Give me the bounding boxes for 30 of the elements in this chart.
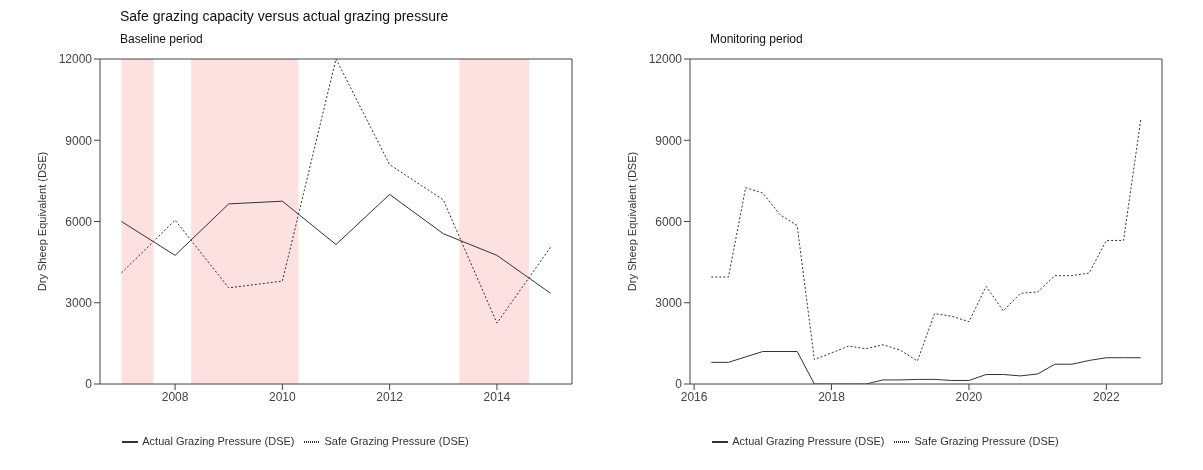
x-tick-label: 2018 — [818, 389, 846, 404]
y-axis-title: Dry Sheep Equivalent (DSE) — [625, 151, 638, 292]
y-tick-label: 9000 — [655, 133, 683, 148]
legend-label: Safe Grazing Pressure (DSE) — [324, 434, 469, 447]
line-series — [710, 119, 1142, 362]
y-tick-label: 6000 — [65, 214, 93, 229]
y-tick-label: 9000 — [65, 133, 93, 148]
x-tick-label: 2020 — [955, 389, 983, 404]
y-tick-label: 0 — [85, 377, 93, 392]
x-tick-label: 2022 — [1093, 389, 1121, 404]
legend-label: Actual Grazing Pressure (DSE) — [732, 434, 885, 447]
chart-title: Safe grazing capacity versus actual grazing pressure — [120, 8, 449, 26]
y-tick-label: 3000 — [655, 296, 683, 311]
y-tick-label: 6000 — [655, 214, 683, 229]
chart-subtitle: Baseline period — [120, 32, 203, 46]
legend-label: Actual Grazing Pressure (DSE) — [142, 434, 295, 447]
x-tick-label: 2016 — [680, 389, 708, 404]
y-axis-title: Dry Sheep Equivalent (DSE) — [35, 151, 48, 292]
x-tick-label: 2014 — [483, 389, 511, 404]
line-series — [120, 59, 552, 324]
y-tick-label: 3000 — [65, 296, 93, 311]
y-tick-label: 12000 — [648, 52, 683, 67]
x-tick-label: 2012 — [376, 389, 404, 404]
x-tick-label: 2008 — [161, 389, 189, 404]
x-tick-label: 2010 — [269, 389, 297, 404]
legend-label: Safe Grazing Pressure (DSE) — [914, 434, 1059, 447]
chart-subtitle: Monitoring period — [710, 32, 803, 46]
y-tick-label: 0 — [675, 377, 683, 392]
y-tick-label: 12000 — [58, 52, 93, 67]
line-series — [710, 351, 1142, 384]
